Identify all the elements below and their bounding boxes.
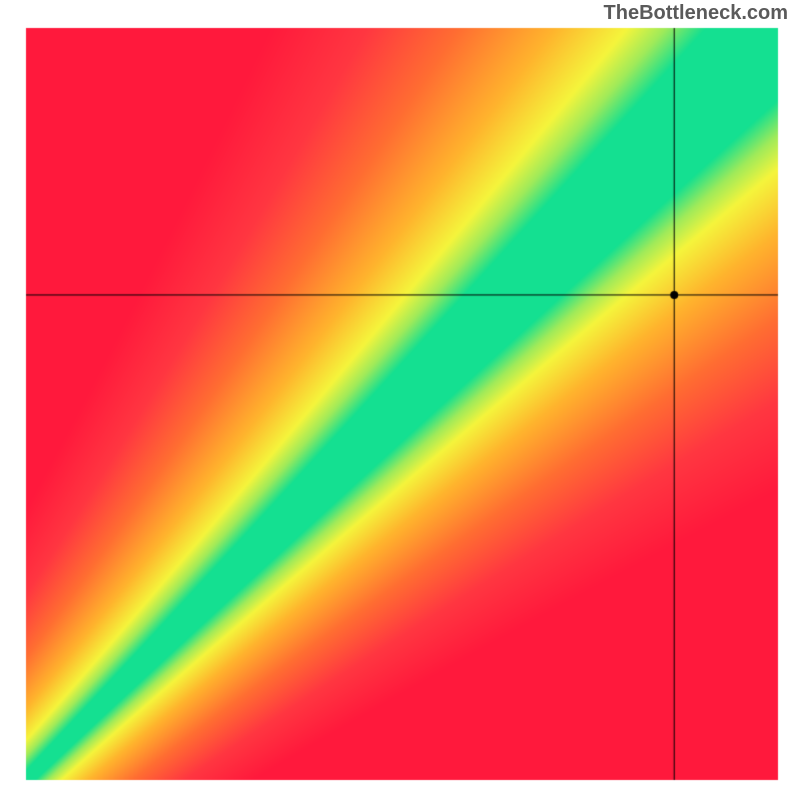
watermark-text: TheBottleneck.com <box>604 2 788 25</box>
heatmap-canvas <box>0 0 800 800</box>
